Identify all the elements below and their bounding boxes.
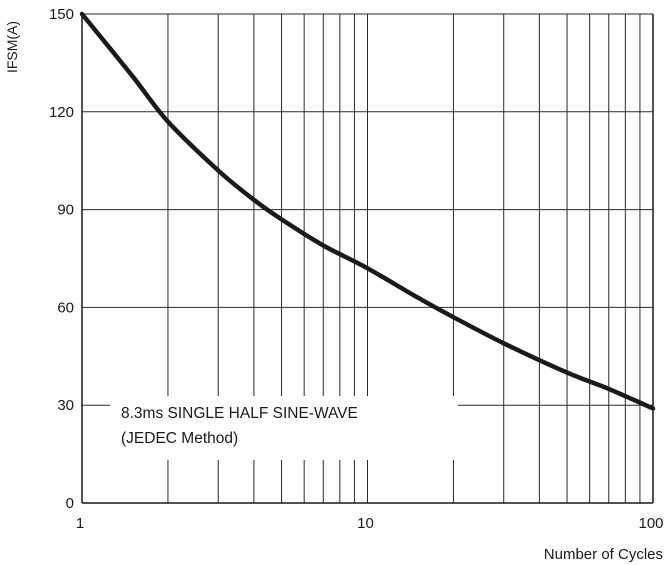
x-axis-label: Number of Cycles [544,546,663,563]
x-tick-labels: 1 10 100 [76,515,664,532]
annotation-line-2: (JEDEC Method) [121,430,238,447]
y-tick-label: 120 [49,104,74,121]
x-tick-label: 10 [357,515,374,532]
y-tick-label: 0 [66,495,74,512]
x-tick-label: 1 [76,515,84,532]
y-tick-label: 150 [49,6,74,23]
annotation-line-1: 8.3ms SINGLE HALF SINE-WAVE [121,405,358,422]
series-curve [79,11,656,411]
y-axis-label: IFSM(A) [4,21,20,73]
axes [81,14,654,504]
y-tick-label: 60 [57,299,74,316]
annotation-background [110,396,458,460]
y-tick-labels: 0 30 60 90 120 150 [49,6,74,512]
x-tick-label: 100 [638,515,663,532]
y-tick-label: 90 [57,202,74,219]
y-tick-label: 30 [57,397,74,414]
